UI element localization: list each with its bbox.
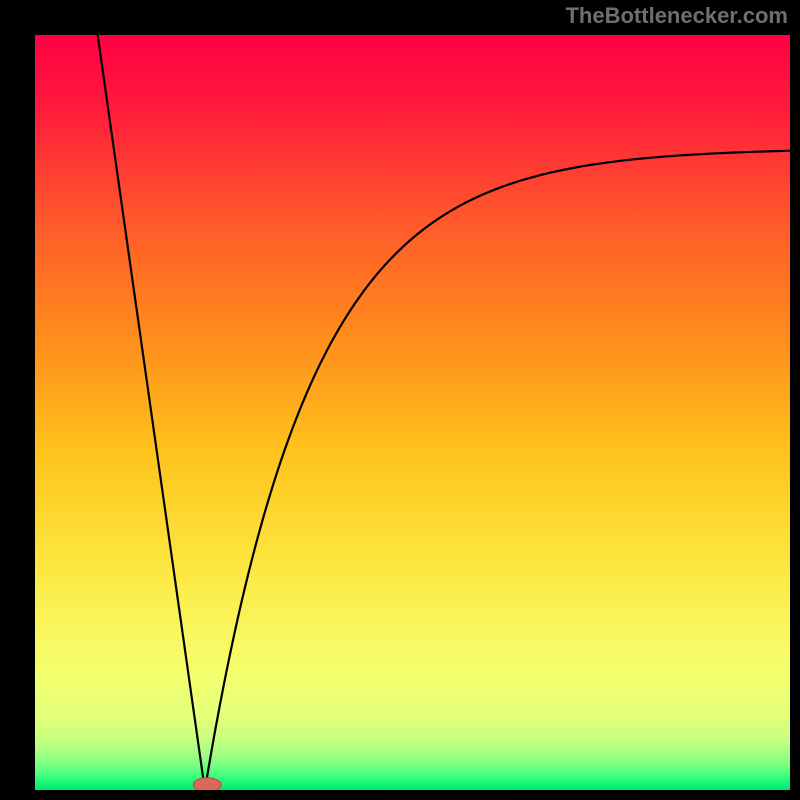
watermark: TheBottlenecker.com [565, 3, 788, 29]
bottleneck-curve [98, 35, 790, 790]
plot-area [35, 35, 790, 790]
optimum-marker [193, 778, 221, 790]
curve-layer [35, 35, 790, 790]
